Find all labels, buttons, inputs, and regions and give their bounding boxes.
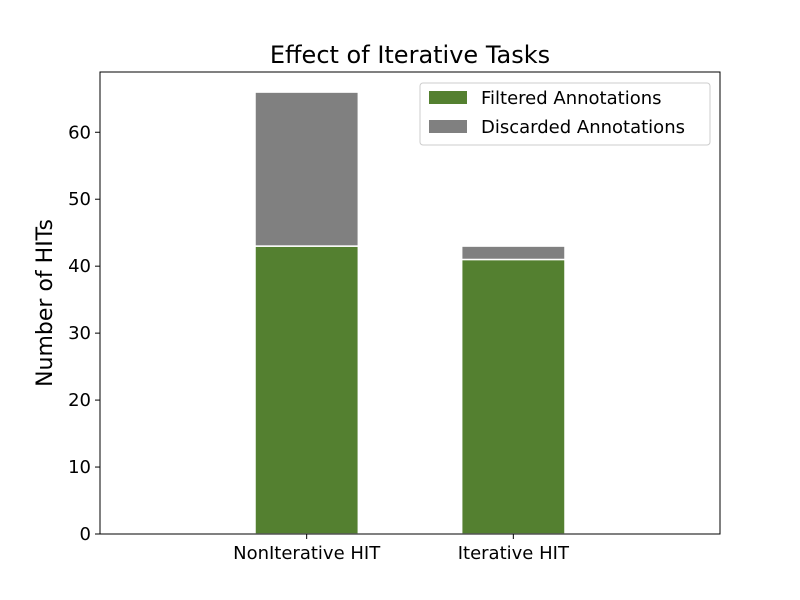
legend-swatch-discarded — [429, 120, 467, 133]
y-axis-ticks: 0 10 20 30 40 50 60 — [68, 122, 100, 545]
y-tick-label: 40 — [68, 256, 91, 277]
y-tick-label: 10 — [68, 457, 91, 478]
y-tick-label: 0 — [80, 524, 91, 545]
y-tick-label: 60 — [68, 122, 91, 143]
y-tick-label: 50 — [68, 189, 91, 210]
x-tick-label: NonIterative HIT — [233, 543, 381, 564]
y-tick-label: 30 — [68, 323, 91, 344]
bar-discarded-0 — [254, 91, 360, 247]
y-tick-label: 20 — [68, 390, 91, 411]
chart-title: Effect of Iterative Tasks — [270, 41, 550, 69]
bar-discarded-1 — [460, 245, 566, 261]
x-axis-ticks: NonIterative HIT Iterative HIT — [233, 534, 570, 564]
x-tick-label: Iterative HIT — [458, 543, 570, 564]
legend-label-discarded: Discarded Annotations — [481, 117, 685, 138]
bar-filtered-0 — [254, 245, 360, 535]
bars-group — [254, 91, 566, 535]
legend: Filtered Annotations Discarded Annotatio… — [419, 82, 711, 146]
plot-area: 0 10 20 30 40 50 60 NonIterative HIT Iterative … — [68, 71, 721, 564]
legend-swatch-filtered — [429, 91, 467, 104]
y-axis-label: Number of HITs — [33, 219, 58, 387]
axes-frame — [99, 71, 721, 535]
bar-filtered-1 — [460, 258, 566, 535]
legend-frame — [419, 82, 711, 146]
legend-label-filtered: Filtered Annotations — [481, 88, 662, 109]
